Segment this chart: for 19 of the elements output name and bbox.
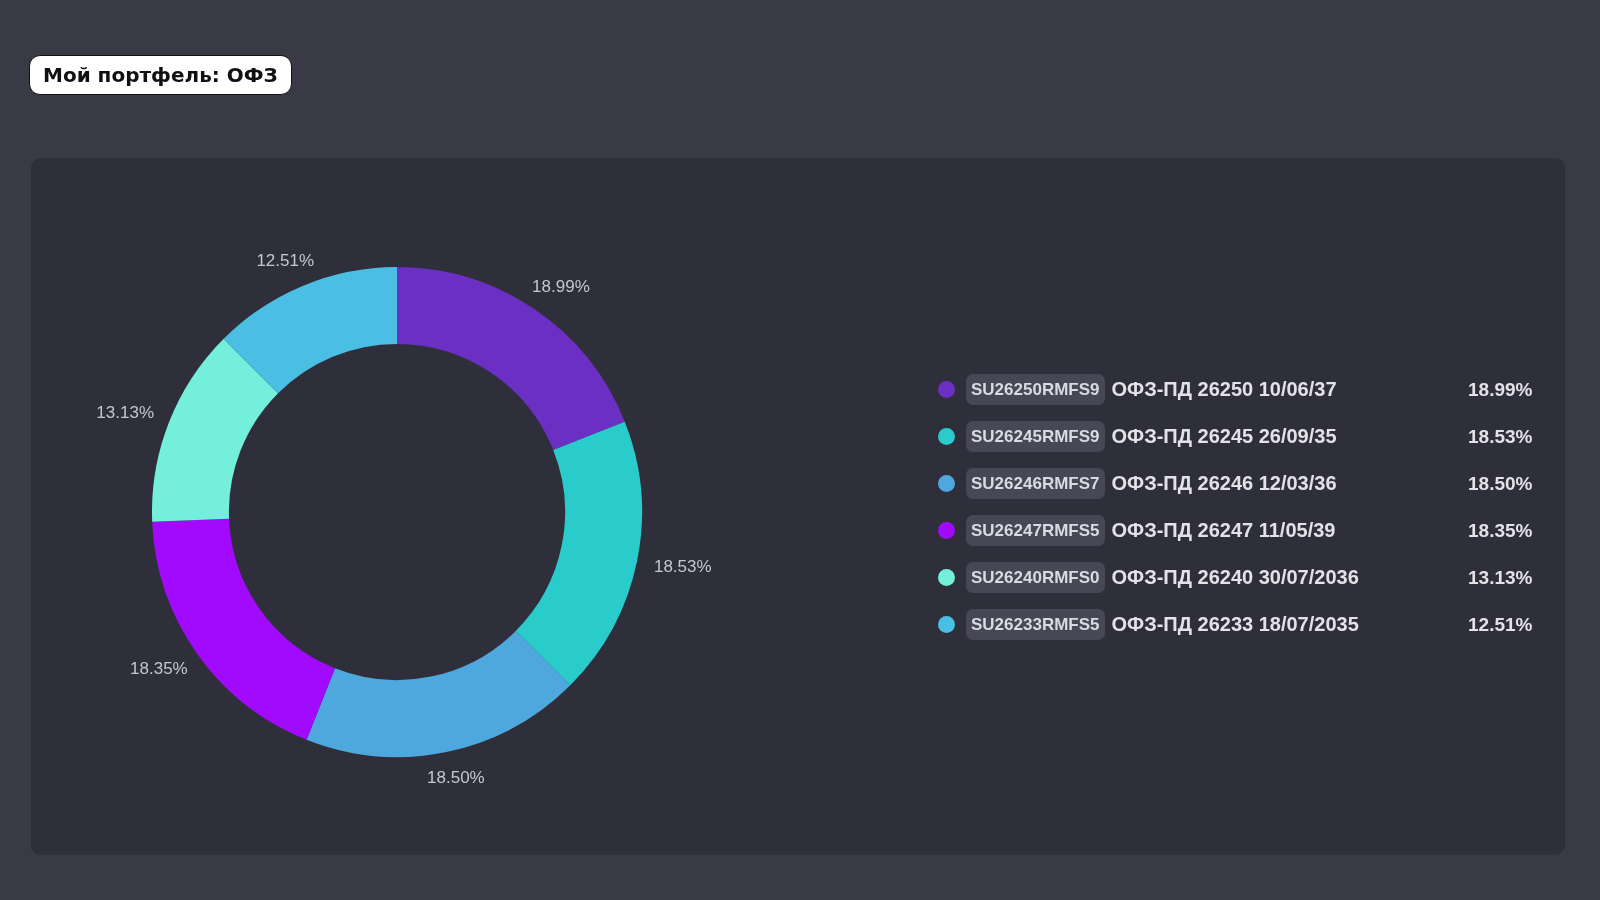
legend-label: SU26246RMFS7 ОФЗ-ПД 26246 12/03/36 [970, 471, 1337, 496]
text: 12.51% [1468, 614, 1533, 635]
text: 18.53% [1468, 426, 1533, 447]
text: 18.50% [1468, 473, 1533, 494]
legend-label: SU26233RMFS5 ОФЗ-ПД 26233 18/07/2035 [970, 612, 1359, 637]
text: 18.35% [1468, 520, 1533, 541]
text: 13.13% [1468, 567, 1533, 588]
legend-label: SU26250RMFS9 ОФЗ-ПД 26250 10/06/37 [970, 377, 1337, 402]
data-label: 12.51% [256, 250, 315, 270]
data-label: 18.99% [532, 277, 590, 297]
data-label: 13.13% [96, 402, 155, 422]
data-label: 18.35% [130, 658, 188, 678]
data-label: 18.53% [653, 556, 712, 576]
legend-label: SU26240RMFS0 ОФЗ-ПД 26240 30/07/2036 [970, 565, 1359, 590]
text: 18.99% [1468, 379, 1533, 400]
data-label: 18.50% [427, 767, 485, 787]
chart-title: Мой портфель: ОФЗ [29, 55, 292, 95]
legend-label: SU26245RMFS9 ОФЗ-ПД 26245 26/09/35 [970, 424, 1337, 449]
legend-label: SU26247RMFS5 ОФЗ-ПД 26247 11/05/39 [970, 518, 1336, 543]
